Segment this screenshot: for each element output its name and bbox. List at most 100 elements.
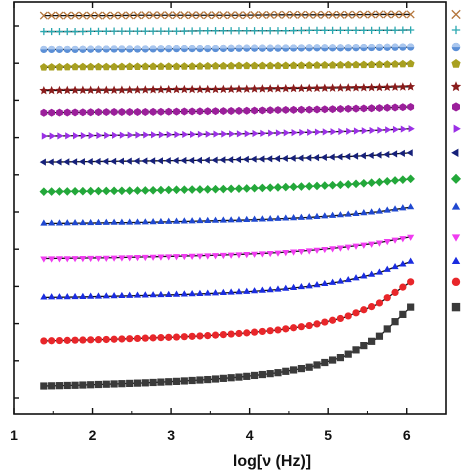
data-point [250,251,259,258]
legend-marker [450,81,462,92]
data-point [71,108,79,117]
data-point [63,11,72,20]
legend-marker [451,9,461,20]
data-point [406,174,415,184]
data-point [55,382,64,390]
data-point [141,334,149,342]
data-point [235,329,243,338]
data-point [383,239,391,246]
data-point [234,184,244,193]
data-point [180,27,188,35]
data-point [329,278,337,285]
data-point [188,253,196,260]
data-point [265,183,275,192]
data-point [304,83,314,93]
data-point [360,104,368,113]
data-point [47,63,56,71]
data-point [157,290,165,298]
data-point [48,337,56,345]
data-point [321,279,329,287]
data-point [226,84,236,93]
data-point [375,26,384,34]
data-point [86,85,96,95]
data-point [281,154,288,163]
data-point [242,184,252,193]
data-point [282,44,290,52]
data-point [47,158,54,166]
data-point [55,219,64,226]
data-point [118,218,126,225]
data-point [320,153,327,161]
data-point [211,44,220,53]
x-tick-label: 3 [167,427,175,443]
data-point [195,156,203,164]
data-point [282,325,290,333]
data-point [79,27,87,36]
data-point [86,186,95,196]
data-point [165,254,173,261]
data-point [329,44,337,52]
data-point [352,60,360,69]
data-point [140,186,150,195]
data-point [336,245,344,252]
data-point [149,11,158,20]
data-point [344,10,353,19]
data-point [359,178,369,188]
data-point [250,11,259,20]
data-point [235,252,243,259]
data-point [368,104,376,113]
data-point [55,62,64,71]
data-point [330,128,337,136]
data-point [188,27,196,35]
data-point [110,11,119,20]
data-point [141,11,150,20]
data-point [407,43,415,51]
data-point [235,288,243,295]
data-point [391,318,399,326]
data-point [157,334,165,342]
legend-marker [451,148,459,157]
x-axis-label: log[ν (Hz)] [233,453,311,470]
data-point [305,248,313,255]
data-point [188,107,196,116]
data-point [47,187,56,196]
data-point [86,62,95,71]
data-point [227,156,234,164]
data-point [205,130,212,138]
data-point [305,61,314,69]
data-point [63,256,71,263]
data-point [359,10,368,19]
data-point [343,83,353,92]
data-point [407,234,415,241]
data-point [399,283,407,291]
data-point [72,132,80,140]
data-point [352,26,360,34]
data-point [95,108,102,117]
data-point [94,27,103,35]
data-point [329,211,337,218]
data-point [226,184,236,194]
data-point [274,369,282,377]
data-point [242,11,251,20]
data-point [55,256,64,263]
data-point [313,44,321,52]
data-point [71,11,80,20]
data-point [94,85,103,95]
data-point [376,104,383,112]
data-point [203,84,213,94]
data-point [336,10,345,19]
data-point [398,10,407,19]
data-point [156,157,163,165]
data-point [71,45,79,54]
data-point [352,346,360,354]
data-point [94,62,103,71]
data-point [172,333,181,341]
data-point [235,27,243,35]
data-point [149,27,157,35]
data-point [133,85,142,94]
data-point [344,26,352,34]
data-point [313,61,321,69]
data-point [180,253,188,261]
data-point [273,183,283,192]
data-point [151,131,158,139]
